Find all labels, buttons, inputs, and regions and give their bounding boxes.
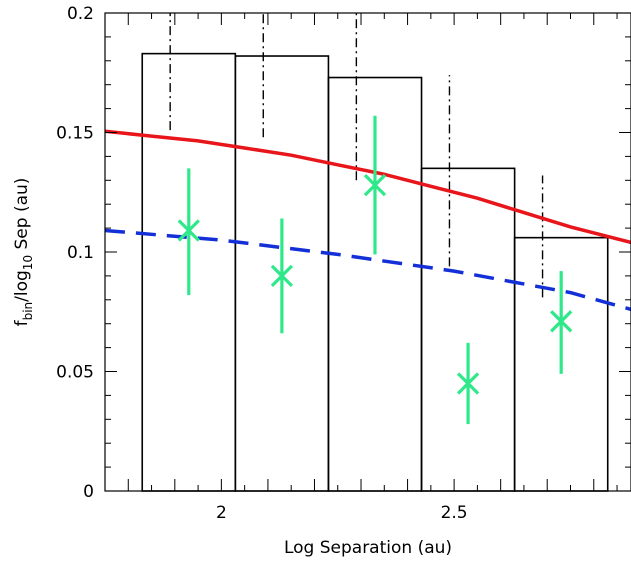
plot-frame [104,12,631,492]
y-tick-label: 0.1 [67,243,94,263]
x-tick-label: 2 [216,503,227,523]
data-point-marker [363,173,387,197]
x-tick-label: 2.5 [441,503,468,523]
data-point-marker [270,264,294,288]
histogram-bar [420,167,516,492]
axis-ticks: 2 2.5 0 0.05 0.1 0.15 0.2 [56,4,631,523]
data-point-marker [456,372,480,395]
x-axis-label: Log Separation (au) [284,538,452,558]
data-point-marker [550,310,573,333]
y-tick-label: 0.05 [56,363,94,383]
y-axis-label: fbin/log10 Sep (au) [12,178,35,327]
y-tick-label: 0.15 [56,124,94,144]
data-point-marker [177,219,200,242]
y-tick-label: 0 [83,482,94,502]
dashed-model-curve [104,228,631,312]
solid-model-curve [104,129,631,245]
y-tick-label: 0.2 [67,4,94,24]
plot-area [104,13,631,492]
